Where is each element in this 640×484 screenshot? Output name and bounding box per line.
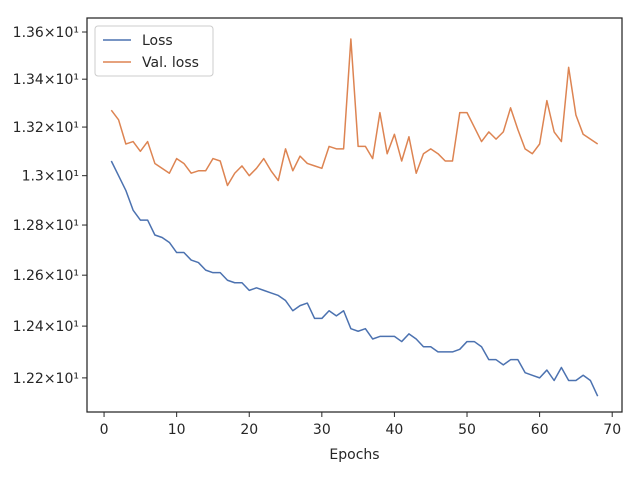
line-series [110,38,599,187]
y-tick-label: 1.3×10¹ [22,169,79,185]
legend-label: Val. loss [142,55,199,71]
y-tick-label: 1.24×10¹ [13,319,79,335]
y-tick-label: 1.26×10¹ [13,268,79,284]
x-tick-label: 50 [458,422,476,438]
x-tick-label: 40 [386,422,404,438]
y-tick-label: 1.28×10¹ [13,218,79,234]
x-tick-label: 20 [240,422,258,438]
x-tick-label: 10 [168,422,186,438]
y-tick-label: 1.34×10¹ [13,72,79,88]
y-tick-label: 1.32×10¹ [13,120,79,136]
x-axis-label: Epochs [329,447,379,463]
x-tick-label: 30 [313,422,331,438]
line-series [110,160,599,397]
legend-label: Loss [142,33,173,49]
x-tick-label: 60 [531,422,549,438]
y-tick-label: 1.22×10¹ [13,371,79,387]
x-tick-label: 70 [603,422,621,438]
legend-box [94,25,214,77]
plot-frame [86,17,623,413]
x-tick-label: 0 [100,422,109,438]
y-tick-label: 1.36×10¹ [13,25,79,41]
